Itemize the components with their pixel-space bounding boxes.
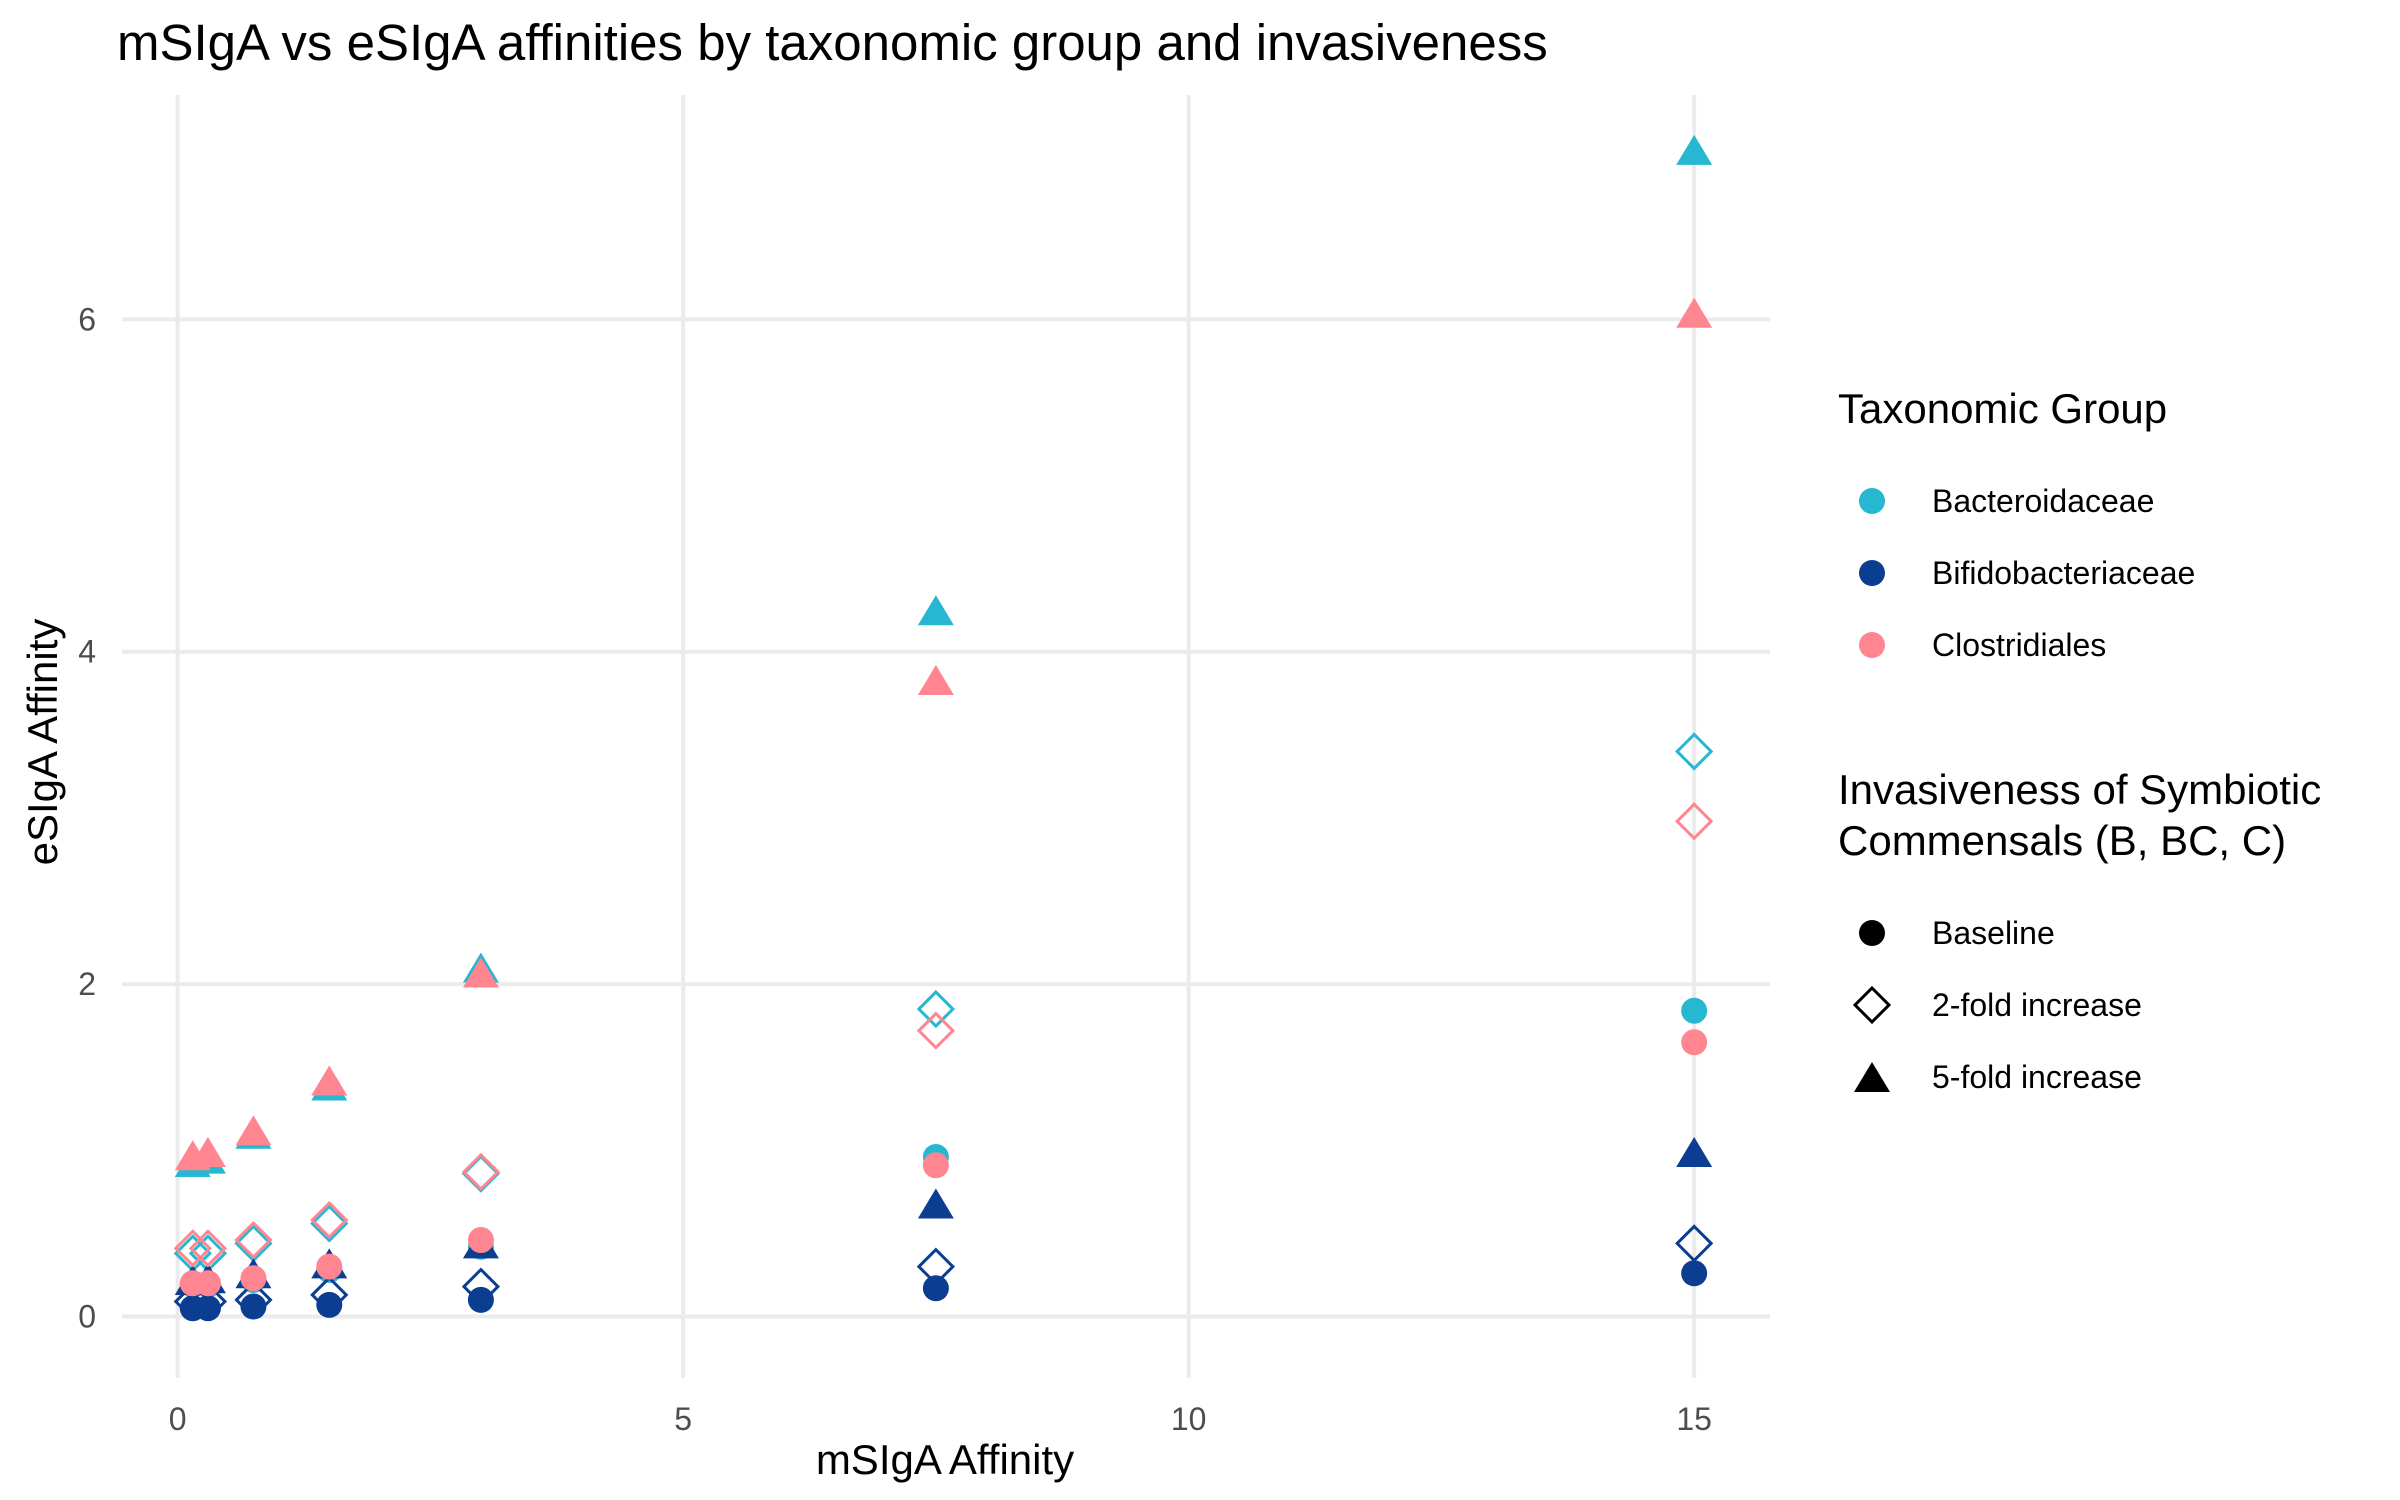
point-bifidobacteriaceae-2-fold-increase	[916, 1247, 956, 1286]
axis-ticks: 0 5 10 15 0 2 4 6	[78, 301, 1712, 1437]
legend-label: 2-fold increase	[1932, 987, 2142, 1023]
point-clostridiales-2-fold-increase	[234, 1220, 273, 1260]
point-bifidobacteriaceae-2-fold-increase	[234, 1280, 273, 1320]
point-bifidobacteriaceae-2-fold-increase	[173, 1282, 212, 1321]
point-bifidobacteriaceae-5-fold-increase	[917, 1188, 954, 1219]
point-bacteroidaceae-2-fold-increase	[1675, 732, 1714, 771]
legend-label: Bacteroidaceae	[1932, 483, 2154, 519]
legend-title: Invasiveness of Symbiotic	[1838, 766, 2321, 813]
x-tick-label: 15	[1676, 1401, 1712, 1437]
point-bacteroidaceae-2-fold-increase	[916, 989, 956, 1029]
point-bacteroidaceae-2-fold-increase	[461, 1154, 501, 1193]
point-bifidobacteriaceae-2-fold-increase	[1675, 1224, 1714, 1263]
legend-label: Baseline	[1932, 915, 2055, 951]
y-tick-label: 6	[78, 301, 96, 337]
chart-title: mSIgA vs eSIgA affinities by taxonomic g…	[117, 14, 1548, 71]
y-tick-label: 0	[78, 1299, 96, 1335]
point-clostridiales-5-fold-increase	[235, 1115, 272, 1146]
point-clostridiales-baseline	[194, 1270, 221, 1297]
point-clostridiales-5-fold-increase	[189, 1136, 226, 1167]
point-clostridiales-2-fold-increase	[1675, 802, 1714, 841]
point-bifidobacteriaceae-baseline	[316, 1291, 343, 1318]
point-clostridiales-5-fold-increase	[917, 664, 954, 695]
point-clostridiales-2-fold-increase	[916, 1011, 956, 1050]
point-bifidobacteriaceae-baseline	[467, 1286, 494, 1313]
x-tick-label: 0	[169, 1401, 187, 1437]
point-clostridiales-baseline	[922, 1152, 949, 1179]
y-axis-title: eSIgA Affinity	[19, 619, 66, 866]
point-bifidobacteriaceae-baseline	[240, 1293, 267, 1320]
point-clostridiales-2-fold-increase	[173, 1229, 212, 1268]
x-axis-title: mSIgA Affinity	[816, 1436, 1074, 1483]
point-bacteroidaceae-2-fold-increase	[310, 1204, 349, 1243]
point-clostridiales-5-fold-increase	[462, 957, 499, 988]
point-bifidobacteriaceae-baseline	[1681, 1260, 1708, 1287]
legend-label: Clostridiales	[1932, 627, 2106, 663]
legend-key-triangle	[1854, 1062, 1890, 1092]
point-bifidobacteriaceae-5-fold-increase	[1676, 1136, 1713, 1167]
point-clostridiales-baseline	[316, 1253, 343, 1280]
legend-label: Bifidobacteriaceae	[1932, 555, 2195, 591]
point-clostridiales-baseline	[1681, 1029, 1708, 1056]
point-clostridiales-baseline	[467, 1227, 494, 1254]
point-bacteroidaceae-5-fold-increase	[917, 595, 954, 626]
y-tick-label: 4	[78, 634, 96, 670]
data-points	[173, 134, 1714, 1322]
legend-key-circle	[1859, 920, 1885, 946]
x-tick-label: 5	[674, 1401, 692, 1437]
point-clostridiales-5-fold-increase	[311, 1065, 348, 1096]
legend-label: 5-fold increase	[1932, 1059, 2142, 1095]
point-bifidobacteriaceae-2-fold-increase	[310, 1275, 349, 1315]
point-bifidobacteriaceae-2-fold-increase	[461, 1267, 501, 1306]
legend-key-diamond	[1852, 985, 1892, 1025]
point-clostridiales-2-fold-increase	[310, 1200, 349, 1240]
legend-title: Commensals (B, BC, C)	[1838, 817, 2286, 864]
y-tick-label: 2	[78, 966, 96, 1002]
legend-key-circle	[1859, 488, 1885, 514]
point-bifidobacteriaceae-2-fold-increase	[188, 1282, 228, 1321]
point-clostridiales-2-fold-increase	[188, 1229, 228, 1268]
grid-lines	[122, 95, 1770, 1378]
legend-key-circle	[1859, 560, 1885, 586]
point-bifidobacteriaceae-baseline	[922, 1275, 949, 1302]
legend-key-circle	[1859, 632, 1885, 658]
legend: Taxonomic Group Bacteroidaceae Bifidobacte…	[1838, 385, 2321, 1095]
point-clostridiales-baseline	[240, 1265, 267, 1292]
point-clostridiales-5-fold-increase	[1676, 297, 1713, 328]
point-bacteroidaceae-5-fold-increase	[1676, 134, 1713, 165]
legend-title: Taxonomic Group	[1838, 385, 2167, 432]
point-bacteroidaceae-baseline	[1681, 997, 1708, 1024]
x-tick-label: 10	[1171, 1401, 1207, 1437]
point-clostridiales-2-fold-increase	[461, 1152, 501, 1192]
point-bifidobacteriaceae-baseline	[194, 1295, 221, 1322]
